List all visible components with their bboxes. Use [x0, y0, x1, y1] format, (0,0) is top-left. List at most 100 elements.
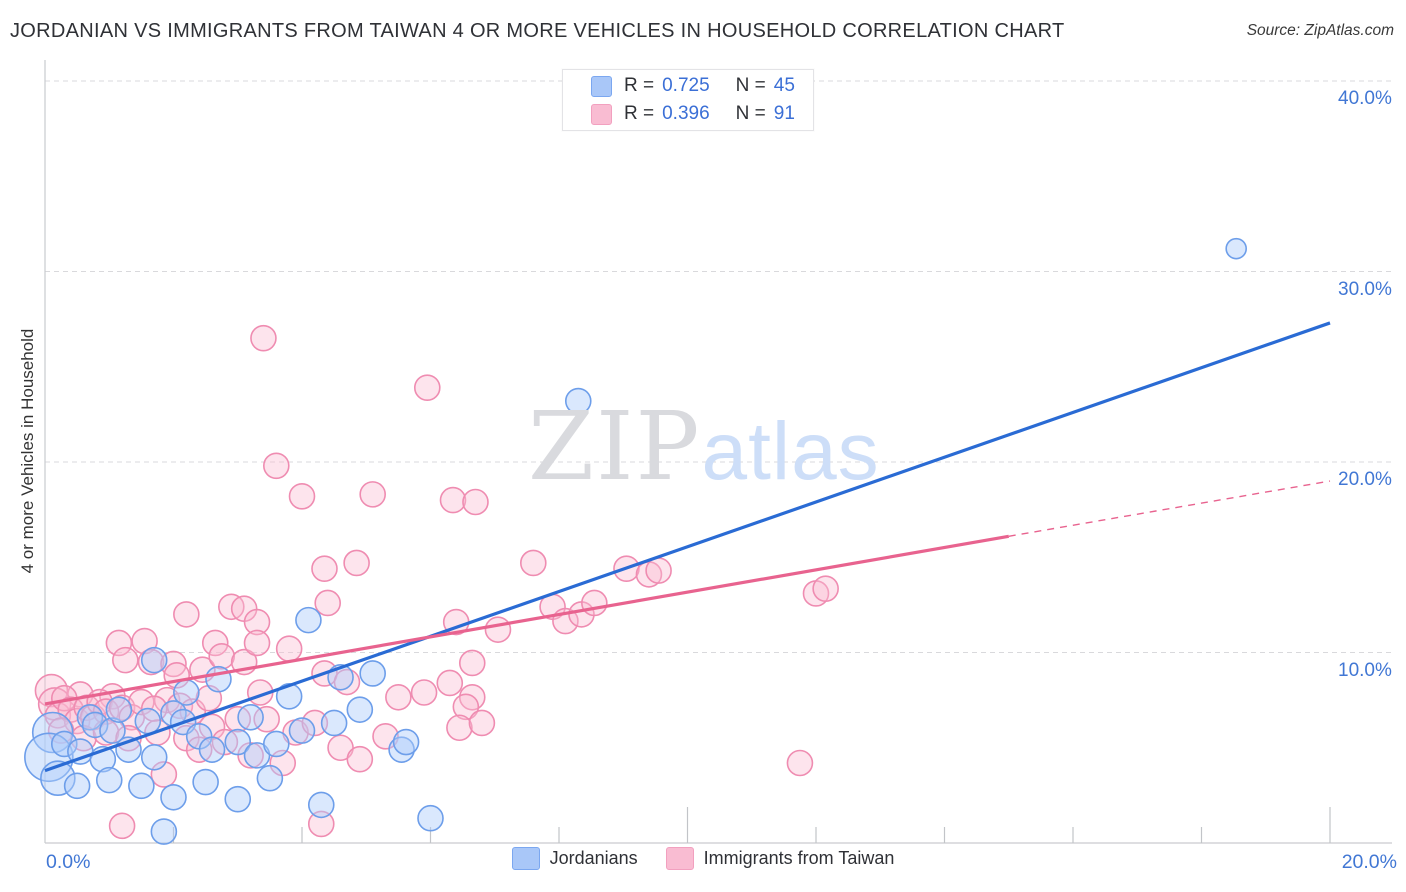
- scatter-point-jordanians[interactable]: [359, 660, 386, 687]
- scatter-point-taiwan[interactable]: [413, 374, 441, 402]
- n-value-jordanians: 45: [773, 75, 795, 96]
- scatter-point-jordanians[interactable]: [1225, 237, 1247, 260]
- scatter-point-taiwan[interactable]: [519, 549, 547, 577]
- legend-item-taiwan[interactable]: Immigrants from Taiwan: [665, 847, 894, 870]
- scatter-point-taiwan[interactable]: [288, 482, 316, 510]
- x-axis-max-label: 20.0%: [1341, 851, 1397, 873]
- scatter-point-taiwan[interactable]: [359, 481, 386, 508]
- scatter-point-taiwan[interactable]: [275, 635, 303, 662]
- scatter-point-taiwan[interactable]: [243, 608, 271, 636]
- legend-label-jordanians: Jordanians: [549, 848, 638, 868]
- scatter-point-taiwan[interactable]: [385, 683, 412, 711]
- scatter-point-taiwan[interactable]: [446, 714, 473, 742]
- scatter-point-taiwan[interactable]: [34, 673, 69, 708]
- scatter-point-taiwan[interactable]: [301, 709, 329, 737]
- scatter-point-jordanians[interactable]: [50, 730, 78, 758]
- scatter-point-taiwan[interactable]: [307, 810, 335, 838]
- scatter-point-jordanians[interactable]: [198, 736, 226, 763]
- scatter-point-jordanians[interactable]: [295, 606, 322, 634]
- scatter-point-taiwan[interactable]: [311, 555, 338, 582]
- correlation-legend-box: R = 0.725 N = 45 R = 0.396 N = 91: [562, 69, 814, 131]
- y-tick-label-40: 40.0%: [1338, 88, 1392, 109]
- scatter-point-jordanians[interactable]: [256, 764, 284, 792]
- scatter-point-jordanians[interactable]: [224, 728, 252, 756]
- scatter-point-jordanians[interactable]: [63, 772, 91, 800]
- scatter-point-taiwan[interactable]: [468, 709, 496, 737]
- scatter-point-jordanians[interactable]: [564, 387, 592, 415]
- legend-item-jordanians[interactable]: Jordanians: [511, 847, 638, 870]
- n-label: N =: [735, 103, 766, 124]
- source-note: Source: ZipAtlas.com: [1246, 22, 1394, 39]
- legend-row-taiwan[interactable]: R = 0.396 N = 91: [591, 103, 813, 125]
- series-legend: Jordanians Immigrants from Taiwan: [0, 847, 1406, 870]
- scatter-point-jordanians[interactable]: [346, 696, 374, 723]
- scatter-point-jordanians[interactable]: [320, 709, 348, 737]
- scatter-point-jordanians[interactable]: [307, 791, 335, 819]
- scatter-point-jordanians[interactable]: [205, 665, 232, 693]
- scatter-point-jordanians[interactable]: [140, 743, 168, 771]
- y-tick-label-20: 20.0%: [1338, 469, 1392, 490]
- scatter-point-jordanians[interactable]: [140, 646, 168, 674]
- scatter-point-taiwan[interactable]: [581, 589, 608, 617]
- trend-line-taiwan-extension: [1008, 480, 1331, 537]
- scatter-point-jordanians[interactable]: [128, 772, 155, 800]
- scatter-point-jordanians[interactable]: [24, 732, 74, 783]
- scatter-point-jordanians[interactable]: [81, 711, 109, 739]
- scatter-point-taiwan[interactable]: [208, 643, 235, 670]
- scatter-point-jordanians[interactable]: [288, 717, 316, 744]
- scatter-point-taiwan[interactable]: [343, 549, 370, 577]
- scatter-point-taiwan[interactable]: [150, 761, 178, 788]
- r-label: R =: [624, 75, 655, 96]
- y-tick-label-10: 10.0%: [1338, 659, 1392, 681]
- n-label: N =: [735, 75, 766, 96]
- n-value-taiwan: 91: [773, 103, 795, 124]
- scatter-point-jordanians[interactable]: [134, 707, 162, 735]
- y-axis-title: 4 or more Vehicles in Household: [18, 328, 37, 574]
- scatter-point-taiwan[interactable]: [645, 557, 672, 584]
- scatter-point-taiwan[interactable]: [484, 616, 512, 643]
- scatter-point-jordanians[interactable]: [31, 711, 74, 754]
- scatter-point-taiwan[interactable]: [201, 629, 229, 657]
- scatter-point-taiwan[interactable]: [173, 601, 200, 628]
- scatter-point-taiwan[interactable]: [262, 452, 290, 480]
- scatter-point-taiwan[interactable]: [462, 488, 489, 516]
- x-axis-min-label: 0.0%: [46, 851, 91, 873]
- taiwan-swatch-icon: [591, 103, 612, 125]
- r-label: R =: [624, 103, 655, 124]
- scatter-point-taiwan[interactable]: [812, 575, 839, 602]
- legend-row-jordanians[interactable]: R = 0.725 N = 45: [591, 75, 813, 97]
- scatter-point-taiwan[interactable]: [243, 629, 271, 657]
- scatter-point-jordanians[interactable]: [275, 683, 303, 710]
- scatter-point-taiwan[interactable]: [314, 589, 342, 617]
- scatter-point-taiwan[interactable]: [346, 745, 374, 773]
- scatter-point-jordanians[interactable]: [417, 804, 444, 832]
- scatter-point-jordanians[interactable]: [95, 766, 123, 794]
- scatter-point-jordanians[interactable]: [388, 736, 415, 763]
- scatter-point-taiwan[interactable]: [452, 693, 480, 721]
- trend-line-jordanians: [44, 321, 1331, 773]
- scatter-point-jordanians[interactable]: [76, 703, 104, 731]
- trend-line-taiwan: [44, 534, 1010, 706]
- scatter-point-jordanians[interactable]: [99, 717, 126, 744]
- scatter-point-jordanians[interactable]: [192, 768, 219, 796]
- scatter-point-taiwan[interactable]: [105, 629, 133, 657]
- scatter-point-jordanians[interactable]: [160, 783, 187, 811]
- scatter-point-taiwan[interactable]: [112, 646, 139, 674]
- scatter-point-jordanians[interactable]: [150, 818, 178, 845]
- scatter-point-taiwan[interactable]: [410, 679, 438, 706]
- scatter-point-taiwan[interactable]: [436, 669, 464, 697]
- scatter-point-jordanians[interactable]: [392, 728, 420, 756]
- scatter-point-taiwan[interactable]: [108, 812, 136, 840]
- scatter-point-jordanians[interactable]: [224, 785, 252, 813]
- scatter-point-taiwan[interactable]: [439, 486, 467, 514]
- scatter-point-jordanians[interactable]: [237, 703, 264, 731]
- scatter-point-jordanians[interactable]: [262, 730, 290, 758]
- taiwan-swatch-icon: [665, 847, 694, 870]
- scatter-point-taiwan[interactable]: [786, 749, 814, 777]
- scatter-point-taiwan[interactable]: [250, 324, 277, 352]
- scatter-point-taiwan[interactable]: [458, 649, 486, 677]
- jordanians-swatch-icon: [511, 847, 540, 870]
- scatter-point-jordanians[interactable]: [105, 696, 133, 723]
